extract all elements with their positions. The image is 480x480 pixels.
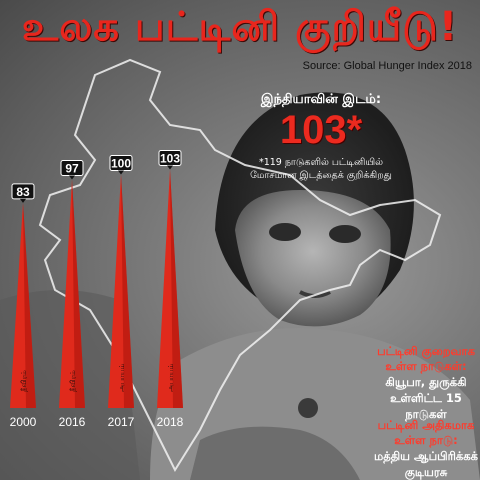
rank-value: 103* bbox=[279, 108, 363, 152]
high-hunger-title-2: உள்ள நாடு: bbox=[394, 433, 458, 447]
high-hunger-title-1: பட்டினி அதிகமாக bbox=[377, 418, 475, 432]
rank-label: இந்தியாவின் இடம்: bbox=[260, 92, 382, 107]
low-hunger-body-1: கியூபா, துருக்கி bbox=[385, 375, 467, 389]
rank-cone-shade bbox=[170, 169, 183, 408]
low-hunger-title-2: உள்ள நாடுகள்: bbox=[385, 359, 467, 373]
severity-label: தீவிரம் bbox=[69, 370, 77, 392]
page-title: உலக பட்டினி குறியீடு! bbox=[21, 4, 459, 50]
rank-cone-group: 83 தீவிரம் 2000 bbox=[10, 183, 37, 429]
rank-cone-group: 100 அபாயம் 2017 bbox=[108, 155, 135, 429]
data-label: 100 bbox=[111, 157, 131, 171]
data-label: 83 bbox=[16, 185, 30, 199]
x-tick-label: 2016 bbox=[59, 415, 86, 429]
value-label-pointer bbox=[20, 198, 26, 203]
value-label-pointer bbox=[69, 175, 75, 180]
rank-note-line-2: மோசமான இடத்தைக் குறிக்கிறது bbox=[250, 170, 392, 181]
high-hunger-body-1: மத்திய ஆப்பிரிக்கக் bbox=[374, 449, 478, 463]
high-hunger-panel: பட்டினி அதிகமாக உள்ள நாடு: மத்திய ஆப்பிர… bbox=[372, 418, 480, 480]
rank-cone-shade bbox=[72, 179, 85, 408]
rank-cone-group: 103 அபாயம் 2018 bbox=[157, 149, 184, 429]
x-tick-label: 2000 bbox=[10, 415, 37, 429]
rank-cone-shade bbox=[121, 174, 134, 408]
low-hunger-title-1: பட்டினி குறைவாக bbox=[377, 344, 475, 358]
india-map-outline bbox=[38, 58, 442, 473]
low-hunger-panel: பட்டினி குறைவாக உள்ள நாடுகள்: கியூபா, து… bbox=[372, 344, 480, 422]
data-label: 103 bbox=[160, 151, 180, 165]
rank-cone-group: 97 தீவிரம் 2016 bbox=[59, 160, 86, 429]
rank-cone-shade bbox=[23, 202, 36, 408]
value-label-pointer bbox=[118, 170, 124, 175]
source-credit: Source: Global Hunger Index 2018 bbox=[302, 60, 472, 72]
rank-callout: இந்தியாவின் இடம்: 103* *119 நாடுகளில் பட… bbox=[236, 92, 406, 182]
rank-note-line-1: *119 நாடுகளில் பட்டினியில் bbox=[258, 157, 384, 168]
severity-label: அபாயம் bbox=[167, 363, 175, 392]
severity-label: அபாயம் bbox=[118, 363, 126, 392]
value-label-pointer bbox=[167, 165, 173, 170]
data-label: 97 bbox=[65, 162, 79, 176]
severity-label: தீவிரம் bbox=[20, 370, 28, 392]
high-hunger-body-2: குடியரசு bbox=[404, 465, 448, 479]
x-tick-label: 2017 bbox=[108, 415, 135, 429]
low-hunger-body-2: உள்ளிட்ட 15 நாடுகள் bbox=[390, 391, 462, 421]
x-tick-label: 2018 bbox=[157, 415, 184, 429]
